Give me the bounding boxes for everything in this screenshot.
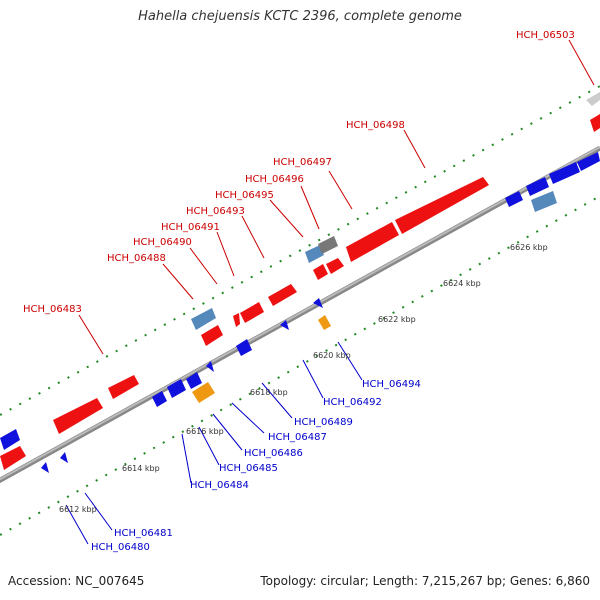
gene-hch06491[interactable] bbox=[240, 302, 264, 323]
gene-left-red[interactable] bbox=[0, 446, 26, 470]
gene-label[interactable]: HCH_06485 bbox=[219, 463, 278, 474]
upper-track bbox=[0, 85, 600, 416]
gene-hch06489[interactable] bbox=[280, 320, 289, 330]
gene-blue-r4[interactable] bbox=[577, 152, 600, 171]
gene-label[interactable]: HCH_06490 bbox=[133, 237, 192, 248]
kbp-label: 6614 kbp bbox=[122, 464, 160, 473]
gene-label[interactable]: HCH_06491 bbox=[161, 222, 220, 233]
gene-hch06481[interactable] bbox=[60, 452, 68, 463]
gene-label[interactable]: HCH_06488 bbox=[107, 253, 166, 264]
genome-backbone-highlight bbox=[0, 146, 600, 481]
gene-blue-r1[interactable] bbox=[505, 191, 523, 207]
gene-label[interactable]: HCH_06484 bbox=[190, 480, 249, 491]
kbp-label: 6624 kbp bbox=[443, 279, 481, 288]
map-title: Hahella chejuensis KCTC 2396, complete g… bbox=[138, 9, 462, 24]
accession-text: Accession: NC_007645 bbox=[8, 574, 145, 588]
gene-hch06495[interactable] bbox=[313, 264, 328, 280]
genome-summary-text: Topology: circular; Length: 7,215,267 bp… bbox=[260, 574, 590, 588]
gene-hch06483b[interactable] bbox=[53, 398, 103, 434]
gene-hch06496[interactable] bbox=[326, 258, 344, 274]
forward-leaders bbox=[78, 39, 595, 355]
gene-hch06490[interactable] bbox=[233, 313, 240, 327]
gene-hch06497[interactable] bbox=[346, 222, 399, 262]
gene-steelblue-3[interactable] bbox=[531, 191, 557, 212]
gene-label[interactable]: HCH_06487 bbox=[268, 432, 327, 443]
reverse-leaders bbox=[65, 341, 363, 545]
gene-label[interactable]: HCH_06492 bbox=[323, 397, 382, 408]
gene-orange-2[interactable] bbox=[192, 382, 215, 403]
gene-hch06494[interactable] bbox=[313, 298, 323, 308]
gene-hch06485[interactable] bbox=[167, 379, 186, 398]
kbp-label: 6612 kbp bbox=[59, 505, 97, 514]
gene-hch06503[interactable] bbox=[586, 92, 600, 106]
kbp-label: 6616 kbp bbox=[186, 427, 224, 436]
gene-label[interactable]: HCH_06480 bbox=[91, 542, 150, 553]
gene-blue-r2[interactable] bbox=[526, 177, 549, 196]
gene-label[interactable]: HCH_06481 bbox=[114, 528, 173, 539]
gene-red[interactable] bbox=[590, 114, 600, 132]
kbp-label: 6618 kbp bbox=[250, 388, 288, 397]
kbp-label: 6620 kbp bbox=[313, 351, 351, 360]
gene-hch06488[interactable] bbox=[201, 325, 223, 346]
gene-label[interactable]: HCH_06493 bbox=[186, 206, 245, 217]
gene-hch06483a[interactable] bbox=[108, 375, 139, 399]
reverse-genes bbox=[0, 152, 600, 473]
gene-hch06480[interactable] bbox=[41, 462, 49, 473]
gene-label[interactable]: HCH_06498 bbox=[346, 120, 405, 131]
gene-label[interactable]: HCH_06496 bbox=[245, 174, 304, 185]
gene-label[interactable]: HCH_06497 bbox=[273, 157, 332, 168]
gene-orange-1[interactable] bbox=[318, 315, 331, 330]
gene-label[interactable]: HCH_06503 bbox=[516, 30, 575, 41]
forward-genes bbox=[0, 92, 600, 470]
gene-label[interactable]: HCH_06494 bbox=[362, 379, 421, 390]
gene-steelblue-1[interactable] bbox=[305, 245, 324, 263]
gene-hch06486[interactable] bbox=[186, 372, 202, 389]
gene-label[interactable]: HCH_06486 bbox=[244, 448, 303, 459]
gene-hch06493[interactable] bbox=[268, 284, 297, 306]
gene-steelblue-2[interactable] bbox=[191, 308, 216, 330]
gene-left-blue[interactable] bbox=[0, 429, 20, 450]
gene-hch06484[interactable] bbox=[152, 391, 167, 407]
gene-hch06487[interactable] bbox=[206, 361, 214, 372]
gene-label[interactable]: HCH_06495 bbox=[215, 190, 274, 201]
gene-blue-r3[interactable] bbox=[549, 162, 580, 184]
gene-hch06498[interactable] bbox=[395, 177, 489, 234]
gene-hch06492[interactable] bbox=[236, 339, 252, 356]
gene-label[interactable]: HCH_06483 bbox=[23, 304, 82, 315]
gene-gray-1[interactable] bbox=[318, 236, 338, 254]
kbp-label: 6626 kbp bbox=[510, 243, 548, 252]
kbp-label: 6622 kbp bbox=[378, 315, 416, 324]
gene-label[interactable]: HCH_06489 bbox=[294, 417, 353, 428]
